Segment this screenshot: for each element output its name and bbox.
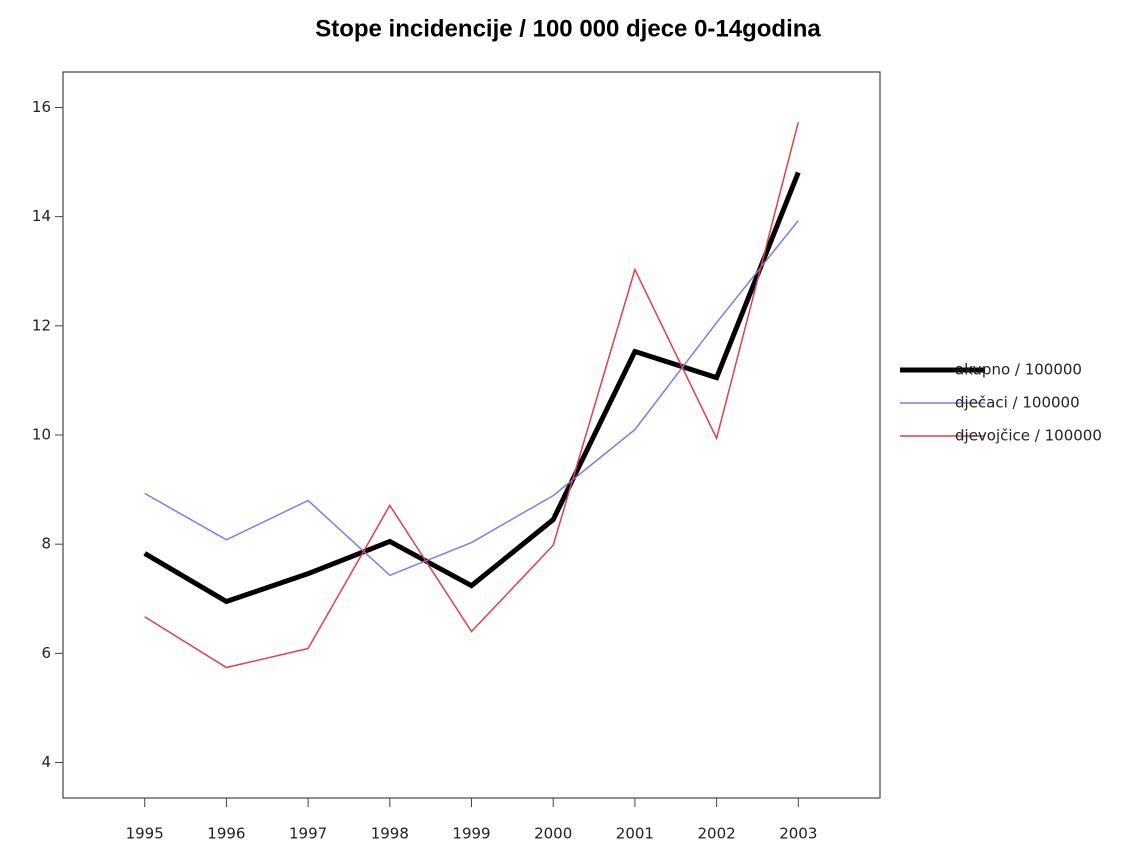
y-tick-label: 16 bbox=[32, 98, 51, 116]
x-tick-label: 1998 bbox=[371, 825, 409, 843]
series-line bbox=[144, 122, 800, 669]
x-tick-label: 1996 bbox=[207, 825, 245, 843]
x-tick-label: 2003 bbox=[779, 825, 817, 843]
x-tick-label: 2000 bbox=[534, 825, 572, 843]
plot-frame bbox=[62, 71, 881, 799]
y-tick-label: 8 bbox=[41, 535, 51, 553]
y-tick-label: 14 bbox=[32, 207, 51, 225]
chart-title: Stope incidencije / 100 000 djece 0-14go… bbox=[315, 15, 821, 42]
legend-label: djevojčice / 100000 bbox=[955, 427, 1102, 445]
x-tick-label: 1995 bbox=[126, 825, 164, 843]
legend-label: dječaci / 100000 bbox=[955, 394, 1080, 412]
y-tick-label: 10 bbox=[32, 426, 51, 444]
x-tick-label: 1999 bbox=[452, 825, 490, 843]
x-tick-label: 2001 bbox=[616, 825, 654, 843]
series-line bbox=[144, 220, 799, 577]
legend-label: akupno / 100000 bbox=[955, 361, 1082, 379]
y-tick-label: 4 bbox=[41, 753, 51, 771]
x-tick-label: 1997 bbox=[289, 825, 327, 843]
x-tick-label: 2002 bbox=[698, 825, 736, 843]
series-line bbox=[143, 171, 801, 605]
y-tick-label: 6 bbox=[41, 644, 51, 662]
y-tick-label: 12 bbox=[32, 316, 51, 334]
